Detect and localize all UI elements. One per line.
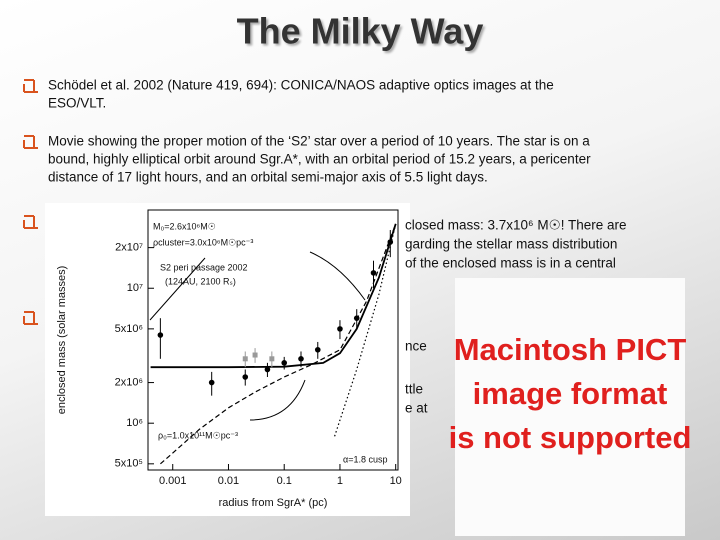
- annotation: S2 peri passage 2002: [160, 262, 248, 272]
- bullet-text: nce: [405, 339, 427, 354]
- data-point: [353, 315, 360, 321]
- x-tick-label: 1: [337, 475, 343, 487]
- data-point: [208, 379, 215, 386]
- data-point: [252, 352, 258, 358]
- annotation: α=1.8 cusp: [343, 454, 387, 464]
- y-tick-label: 2x10⁶: [115, 376, 143, 388]
- arrow: [249, 379, 306, 421]
- y-tick-label: 10⁷: [127, 282, 143, 294]
- data-point: [242, 374, 249, 380]
- bullet-text: distance of 17 light hours, and an orbit…: [48, 170, 488, 185]
- plot-frame: [147, 209, 399, 471]
- y-axis-label: enclosed mass (solar masses): [56, 266, 68, 415]
- data-point: [269, 356, 275, 362]
- y-tick-label: 10⁶: [126, 417, 143, 429]
- annotation: ρ₀=1.0x10¹¹M☉pc⁻³: [158, 430, 238, 440]
- bullet-text: Movie showing the proper motion of the ‘…: [48, 134, 590, 149]
- data-point: [298, 356, 304, 362]
- x-tick-label: 0.001: [159, 475, 187, 487]
- bullet-icon: [23, 135, 38, 149]
- bullet-text: Schödel et al. 2002 (Nature 419, 694): C…: [48, 78, 554, 93]
- annotation: ρcluster=3.0x10⁶M☉pc⁻³: [153, 237, 253, 247]
- bullet-text: ttle: [405, 382, 423, 397]
- bullet-text: garding the stellar mass distribution: [405, 237, 617, 252]
- x-tick-label: 0.01: [218, 475, 239, 487]
- data-point: [281, 360, 288, 366]
- pict-box: [455, 278, 685, 536]
- bullet-icon: [23, 311, 38, 325]
- pict-text: image format: [473, 376, 668, 411]
- pict-text: Macintosh PICT: [454, 332, 687, 367]
- x-tick-label: 0.1: [277, 475, 292, 487]
- y-tick-label: 5x10⁶: [115, 323, 143, 335]
- data-point: [314, 346, 321, 353]
- bullet-icon: [23, 215, 38, 229]
- y-tick-label: 2x10⁷: [115, 242, 143, 254]
- arrow: [309, 251, 366, 301]
- x-axis-label: radius from SgrA* (pc): [219, 497, 328, 509]
- arrow: [149, 257, 206, 321]
- model-line: [150, 223, 397, 369]
- bullet-text: bound, highly elliptical orbit around Sg…: [48, 152, 591, 167]
- y-tick-label: 5x10⁵: [115, 458, 143, 470]
- data-point: [242, 356, 248, 362]
- bullet-text: e at: [405, 401, 428, 416]
- x-tick-label: 10: [390, 475, 402, 487]
- data-point: [387, 239, 394, 245]
- data-point: [157, 332, 164, 338]
- data-point: [370, 270, 377, 276]
- bullet-text: closed mass: 3.7x10⁶ M☉! There are: [405, 218, 627, 233]
- model-line: [334, 223, 397, 437]
- data-point: [264, 366, 271, 373]
- annotation: (124AU, 2100 Rₛ): [165, 276, 236, 286]
- bullet-text: ESO/VLT.: [48, 96, 106, 111]
- bullet-text: of the enclosed mass is in a central: [405, 256, 616, 271]
- chart-image: [45, 203, 410, 516]
- annotation: M₀=2.6x10⁶M☉: [153, 221, 216, 231]
- arrows: [149, 251, 366, 421]
- model-line: [160, 223, 397, 465]
- bullet-icon: [23, 79, 38, 93]
- pict-text: is not supported: [449, 420, 692, 455]
- bullet-icons: [23, 79, 38, 325]
- data-point: [337, 326, 343, 332]
- slide-title: The Milky Way: [237, 11, 484, 52]
